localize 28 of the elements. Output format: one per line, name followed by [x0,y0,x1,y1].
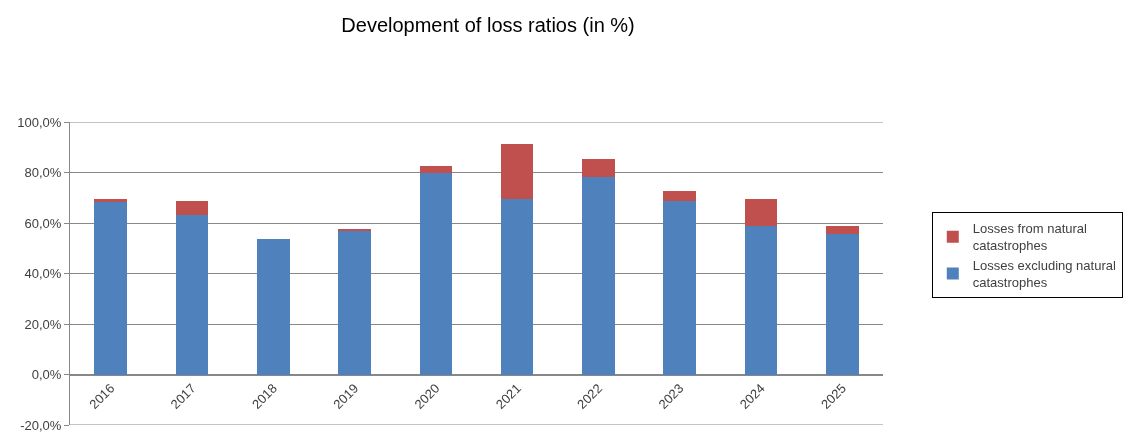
bar [826,233,859,375]
bar [744,198,778,227]
bar [500,198,534,375]
bar [663,201,697,375]
bar [663,190,697,202]
bar [582,158,615,178]
bar [175,201,209,215]
y-tick-label: 80,0% [24,165,62,181]
bar [94,198,127,203]
y-tick-label: 60,0% [24,215,62,231]
bar [338,230,371,375]
bar [582,177,615,375]
bar [744,226,778,375]
bar [500,144,534,199]
legend-label: Losses excluding natural catastrophes [972,258,1116,291]
bar [175,214,209,375]
y-tick-label: 100,0% [17,114,62,130]
y-tick-label: 40,0% [24,266,62,282]
bar [256,238,290,375]
bar [419,166,453,173]
bar [419,172,453,375]
bar [826,225,859,234]
y-tick-label: 0,0% [31,367,62,383]
bar [94,202,127,375]
legend-label: Losses from natural catastrophes [972,221,1088,254]
chart-title: Development of loss ratios (in %) [341,13,635,36]
y-tick-label: 20,0% [24,316,62,332]
y-tick-label: -20,0% [20,417,62,433]
